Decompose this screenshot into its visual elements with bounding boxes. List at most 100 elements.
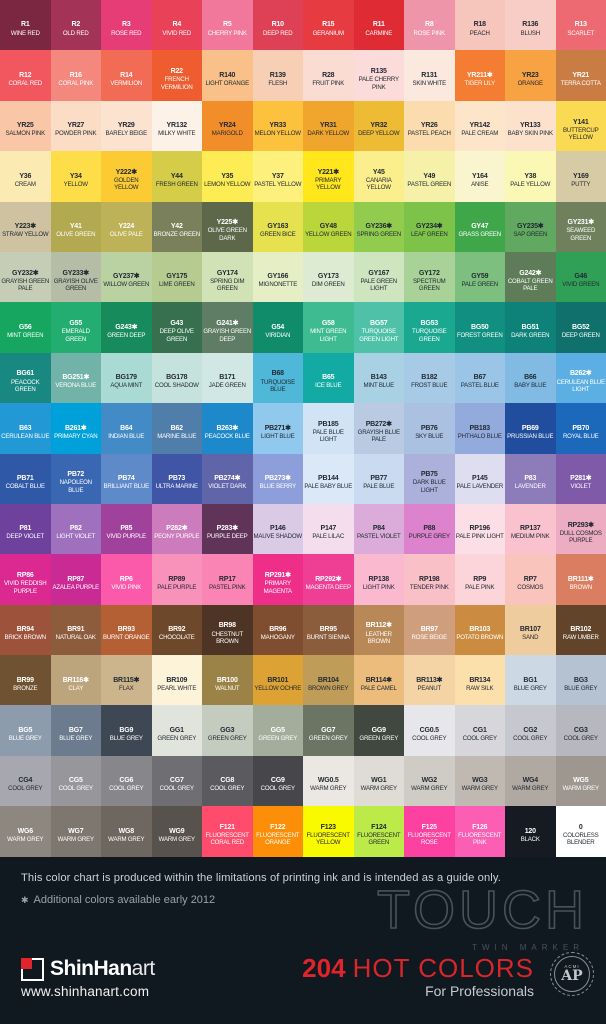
color-swatch: Y34 YELLOW	[50, 151, 101, 202]
swatch-code: RP137	[520, 525, 541, 533]
swatch-name: BURNT ORANGE	[102, 634, 150, 642]
hot-colors-heading: 204 HOT COLORS	[302, 955, 534, 981]
color-swatch: RP293✱ DULL COSMOS PURPLE	[555, 503, 606, 555]
swatch-name: ROYAL BLUE	[562, 432, 599, 440]
color-swatch: P88 PURPLE GREY	[404, 503, 455, 555]
color-swatch: BR94 BRICK BROWN	[0, 604, 51, 656]
color-swatch: PB72 NAPOLEON BLUE	[50, 453, 101, 504]
swatch-code: BG251✱	[62, 374, 90, 382]
swatch-code: B63	[19, 424, 32, 432]
swatch-code: PB69	[521, 424, 539, 432]
color-swatch: BR114✱ PALE CAMEL	[353, 655, 404, 706]
color-swatch: R135 PALE CHERRY PINK	[353, 50, 404, 101]
swatch-name: PALE PURPLE	[157, 583, 197, 591]
color-swatch: PB71 COBALT BLUE	[0, 453, 51, 504]
swatch-name: AQUA MINT	[110, 382, 143, 390]
swatch-code: GY175	[166, 273, 188, 281]
color-swatch: Y41 OLIVE GREEN	[50, 201, 101, 252]
color-swatch: P281✱ VIOLET	[555, 453, 606, 504]
swatch-name: BLUE GREY	[59, 735, 93, 742]
swatch-name: COSMOS	[517, 583, 544, 591]
swatch-name: CLAY	[68, 684, 84, 692]
swatch-code: GG1	[169, 726, 184, 734]
color-swatch: Y224 OLIVE PALE	[101, 201, 152, 252]
swatch-name: GRASS GREEN	[458, 231, 502, 239]
swatch-name: PHTHALO BLUE	[457, 432, 502, 440]
swatch-code: R22	[170, 68, 183, 76]
color-swatch: BR115✱ FLAX	[101, 655, 152, 706]
asterisk-icon: ✱	[21, 895, 29, 905]
swatch-code: GY231✱	[567, 219, 595, 227]
swatch-name: PALE GREEN	[461, 281, 499, 289]
seal-org-label: ACMI	[564, 963, 580, 969]
swatch-code: BR104	[317, 676, 339, 684]
swatch-code: RP6	[119, 575, 133, 583]
color-swatch: BR100 WALNUT	[202, 655, 253, 706]
swatch-name: PRIMARY YELLOW	[315, 176, 342, 192]
color-swatch: YR25 SALMON PINK	[0, 100, 51, 152]
swatch-name: MELON YELLOW	[254, 130, 301, 138]
swatch-name: CHOCOLATE	[158, 634, 195, 642]
swatch-code: YR142	[469, 122, 491, 130]
swatch-code: YR29	[117, 122, 135, 130]
swatch-code: Y222✱	[115, 168, 137, 176]
swatch-name: DEEP YELLOW	[358, 130, 400, 138]
swatch-code: RP17	[218, 575, 236, 583]
swatch-name: RAW SILK	[466, 684, 494, 692]
color-swatch: Y164 ANISE	[454, 151, 505, 202]
swatch-name: PALE PINK LIGHT	[455, 533, 504, 541]
swatch-name: SALMON PINK	[5, 130, 46, 138]
color-swatch: GY173 DIM GREEN	[303, 251, 354, 303]
color-swatch: WG5 WARM GREY	[555, 755, 606, 807]
swatch-code: GG9	[371, 726, 386, 734]
color-swatch: P282✱ PEONY PURPLE	[151, 503, 202, 555]
color-swatch: B262✱ CERULEAN BLUE LIGHT	[555, 352, 606, 404]
color-swatch: PB70 ROYAL BLUE	[555, 403, 606, 454]
color-swatch: GG1 GREEN GREY	[151, 705, 202, 756]
additional-colors-note: ✱ Additional colors available early 2012	[21, 894, 215, 906]
swatch-code: R1	[20, 21, 30, 29]
footer: This color chart is produced within the …	[0, 857, 606, 1024]
color-swatch: B171 JADE GREEN	[202, 352, 253, 404]
swatch-name: LEMON YELLOW	[204, 180, 251, 188]
color-swatch: WG9 WARM GREY	[151, 806, 202, 857]
swatch-name: PALE CREAM	[461, 130, 499, 138]
color-swatch: YR23 ORANGE	[505, 50, 556, 101]
color-swatch: RP87 AZALEA PURPLE	[50, 554, 101, 605]
color-swatch: B62 MARINE BLUE	[151, 403, 202, 454]
color-swatch: BR112✱ LEATHER BROWN	[353, 604, 404, 656]
swatch-name: GREEN GREY	[157, 735, 197, 742]
swatch-name: BLUE GREY	[513, 684, 547, 692]
color-swatch: WG4 WARM GREY	[505, 755, 556, 807]
swatch-code: Y45	[372, 168, 385, 176]
swatch-code: GY233✱	[62, 269, 90, 277]
swatch-name: CARMINE	[365, 29, 393, 37]
swatch-name: BROWN GREY	[308, 684, 349, 692]
color-swatch: GG9 GREEN GREY	[353, 705, 404, 756]
swatch-code: GY167	[368, 269, 390, 277]
swatch-name: COOL GREY	[159, 785, 194, 793]
swatch-name: BLUSH	[520, 29, 541, 37]
color-swatch: GY163 GREEN BICE	[252, 201, 303, 252]
swatch-name: LEATHER BROWN	[365, 630, 392, 645]
swatch-code: BG7	[68, 726, 83, 734]
swatch-code: GY172	[418, 269, 440, 277]
swatch-code: B62	[170, 424, 183, 432]
swatch-name: TENDER PINK	[409, 583, 449, 591]
swatch-name: ROSE BEIGE	[411, 634, 448, 642]
color-swatch: B64 INDIAN BLUE	[101, 403, 152, 454]
color-swatch: BR134 RAW SILK	[454, 655, 505, 706]
swatch-code: Y44	[170, 172, 183, 180]
swatch-code: R16	[69, 71, 82, 79]
color-swatch: BG7 BLUE GREY	[50, 705, 101, 756]
color-swatch: CG6 COOL GREY	[101, 755, 152, 807]
color-swatch: BR91 NATURAL OAK	[50, 604, 101, 656]
swatch-name: GERANIUM	[312, 29, 344, 37]
color-swatch: R139 FLESH	[252, 50, 303, 101]
swatch-name: GRAYISH GREEN DEEP	[203, 328, 252, 343]
color-swatch: R1 WINE RED	[0, 0, 51, 51]
swatch-code: Y34	[69, 172, 82, 180]
swatch-code: PB72	[67, 471, 85, 479]
swatch-name: LIGHT BLUE	[261, 432, 295, 440]
swatch-code: PB70	[572, 424, 590, 432]
